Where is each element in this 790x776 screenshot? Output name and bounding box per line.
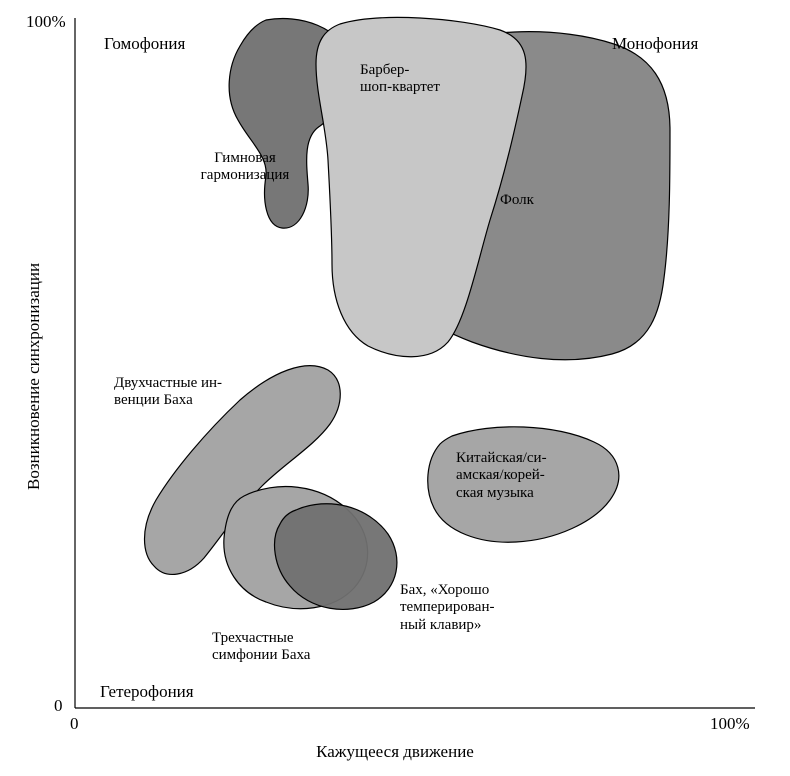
corner-homophony: Гомофония: [104, 34, 185, 54]
label-hymn: Гимновая гармонизация: [145, 150, 345, 185]
label-folk: Фолк: [500, 192, 534, 209]
corner-heterophony: Гетерофония: [100, 682, 194, 702]
label-bach2: Двухчастные ин- венции Баха: [114, 375, 222, 410]
label-asia: Китайская/си- амская/корей- ская музыка: [456, 450, 547, 502]
y-min-label: 0: [54, 696, 63, 716]
label-wtc: Бах, «Хорошо темперирован- ный клавир»: [400, 582, 494, 634]
y-axis-title: Возникновение синхронизации: [24, 263, 44, 490]
x-max-label: 100%: [710, 714, 750, 734]
label-bach3: Трехчастные симфонии Баха: [212, 630, 310, 665]
chart-canvas: 100% 0 0 100% Гомофония Монофония Гетеро…: [0, 0, 790, 776]
blob-group: [145, 17, 671, 609]
x-min-label: 0: [70, 714, 79, 734]
x-axis-title: Кажущееся движение: [0, 742, 790, 762]
corner-monophony: Монофония: [612, 34, 698, 54]
label-barbershop: Барбер- шоп-квартет: [360, 62, 440, 97]
y-max-label: 100%: [26, 12, 66, 32]
